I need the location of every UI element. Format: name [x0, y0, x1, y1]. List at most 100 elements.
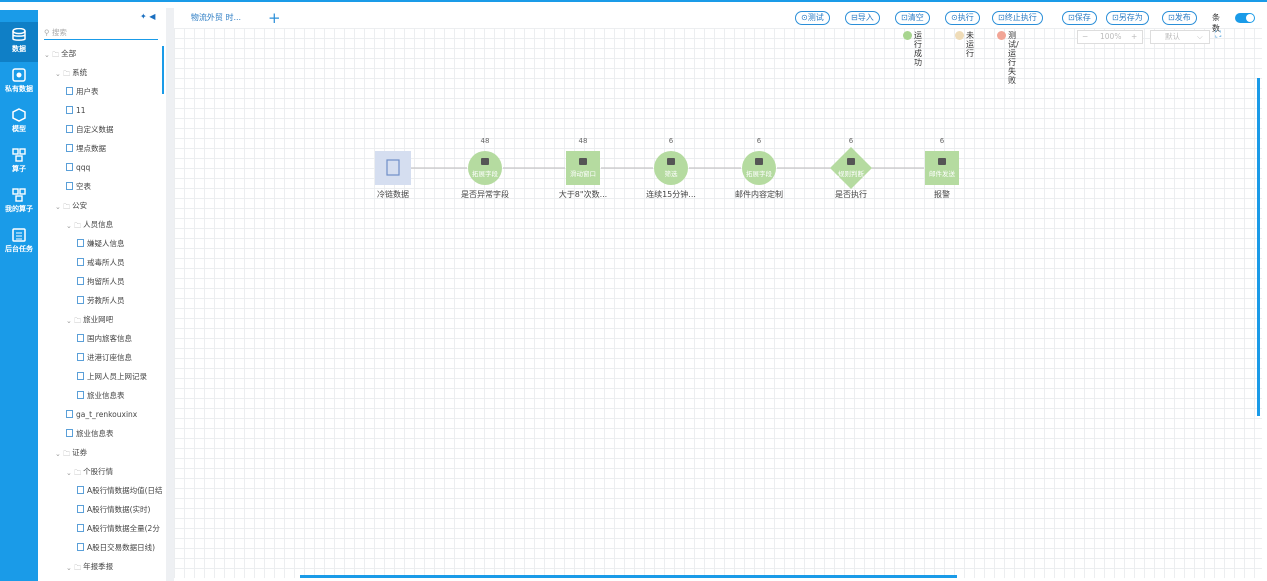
toolbar-button[interactable]: ⊙测试: [795, 11, 830, 25]
pin-icons[interactable]: ✦ ◀: [140, 12, 156, 21]
sidebar-item[interactable]: 算子: [0, 142, 38, 182]
file-icon: [66, 106, 73, 114]
node-label[interactable]: 是否执行: [835, 190, 867, 199]
file-icon: [77, 486, 84, 494]
zoom-in[interactable]: +: [1131, 32, 1138, 41]
legend-label: 未运行: [966, 31, 974, 58]
node-label[interactable]: 邮件内容定制: [735, 190, 783, 199]
tree-panel: ⚲ 搜索 ✦ ◀ ⌄ 🗀 全部 ⌄ 🗀 系统 用户表 11 自定义数据埋点数据 qqq 空表 ⌄ …: [40, 8, 164, 581]
tree-item[interactable]: 11: [66, 101, 86, 120]
v-scrollbar: [1257, 78, 1260, 416]
tree-item[interactable]: 国内旅客信息: [77, 329, 132, 348]
tree-item[interactable]: 进港订座信息: [77, 348, 132, 367]
tree-item[interactable]: 嫌疑人信息: [77, 234, 125, 253]
sidebar-item[interactable]: 私有数据: [0, 62, 38, 102]
legend-dot: [997, 31, 1006, 40]
tree-item[interactable]: ⌄ 🗀 系统: [55, 63, 87, 82]
tree-item[interactable]: 上网人员上网记录: [77, 367, 147, 386]
canvas: [174, 28, 1262, 578]
tree-item[interactable]: 用户表: [66, 82, 99, 101]
file-icon: [77, 353, 84, 361]
node-icon: [847, 158, 855, 165]
toolbar-button[interactable]: ⊡保存: [1062, 11, 1097, 25]
node-inner-label: 拓展字段: [746, 169, 773, 178]
tree-item[interactable]: ⌄ 🗀 人员信息: [66, 215, 113, 234]
tree-item[interactable]: ⌄ 🗀 证券: [55, 443, 87, 462]
tree-item[interactable]: A股行情数据(实时): [77, 500, 150, 519]
toolbar-button[interactable]: ⊙执行: [945, 11, 980, 25]
file-icon: [77, 391, 84, 399]
tree-item[interactable]: ⌄ 🗀 全部: [44, 44, 76, 63]
tree-item[interactable]: 劳教所人员: [77, 291, 125, 310]
tab[interactable]: 物流外贸 时...: [176, 8, 256, 28]
node-operator: [654, 151, 688, 185]
toggle[interactable]: [1235, 13, 1255, 23]
tree-label: 旅业信息表: [87, 391, 125, 400]
sidebar-icon: [12, 68, 26, 82]
top-bar: [0, 0, 1267, 2]
tree-label: 自定义数据: [76, 125, 114, 134]
node-label[interactable]: 冷链数据: [377, 190, 409, 199]
node-label[interactable]: 是否异常字段: [461, 190, 509, 199]
h-scrollbar: [300, 575, 957, 578]
sidebar: 数据 私有数据 模型 算子 我的算子后台任务: [0, 10, 38, 581]
toolbar-button[interactable]: ⊡发布: [1162, 11, 1197, 25]
sidebar-label: 后台任务: [5, 245, 33, 253]
file-icon: [77, 258, 84, 266]
tree-item[interactable]: 埋点数据: [66, 139, 106, 158]
legend-label: 运行成功: [914, 31, 922, 67]
layout-value: 默认: [1165, 32, 1180, 41]
tree-item[interactable]: A股行情数据均值(日结: [77, 481, 163, 500]
toolbar-button[interactable]: ⊡清空: [895, 11, 930, 25]
search-box[interactable]: ⚲ 搜索: [44, 26, 158, 40]
tree-item[interactable]: 拘留所人员: [77, 272, 125, 291]
tree-label: 上网人员上网记录: [87, 372, 147, 381]
tree-item[interactable]: qqq: [66, 158, 90, 177]
scrollbar: [162, 46, 164, 94]
node-label[interactable]: 报警: [934, 190, 950, 199]
sidebar-item[interactable]: 数据: [0, 22, 38, 62]
sidebar-item[interactable]: 模型: [0, 102, 38, 142]
node-label[interactable]: 大于8"次数...: [558, 190, 608, 199]
tree-item[interactable]: 空表: [66, 177, 91, 196]
tree-item[interactable]: ⌄ 🗀 旅业网吧: [66, 310, 113, 329]
legend-dot: [903, 31, 912, 40]
file-icon: [77, 524, 84, 532]
node-label[interactable]: 连续15分钟...: [646, 190, 696, 199]
fullscreen[interactable]: ⛶: [1215, 30, 1222, 40]
file-icon: [77, 239, 84, 247]
tree-label: 进港订座信息: [87, 353, 132, 362]
tree-label: 拘留所人员: [87, 277, 125, 286]
tree-item[interactable]: ⌄ 🗀 公安: [55, 196, 87, 215]
tree-item[interactable]: A股日交易数据日线): [77, 538, 155, 557]
add-tab[interactable]: +: [268, 9, 281, 27]
tree-label: 劳教所人员: [87, 296, 125, 305]
node-icon: [667, 158, 675, 165]
sidebar-item[interactable]: 后台任务: [0, 222, 38, 262]
tree-label: 系统: [72, 68, 88, 77]
node-inner-label: 规则判断: [838, 169, 865, 178]
node-operator: [468, 151, 502, 185]
tree-item[interactable]: ga_t_renkouxinx: [66, 405, 137, 424]
layout-select[interactable]: 默认 ⌵: [1150, 30, 1210, 44]
tree-item[interactable]: 旅业信息表: [66, 424, 114, 443]
file-icon: [77, 334, 84, 342]
tree-item[interactable]: 自定义数据: [66, 120, 114, 139]
file-icon: [77, 372, 84, 380]
tree-item[interactable]: ⌄ 🗀 个股行情: [66, 462, 113, 481]
toggle-knob: [1246, 14, 1254, 22]
divider: [166, 8, 174, 581]
tree-item[interactable]: 旅业信息表: [77, 386, 125, 405]
tree-item[interactable]: A股行情数据全量(2分: [77, 519, 160, 538]
tree-item[interactable]: 戒毒所人员: [77, 253, 125, 272]
sidebar-item[interactable]: 我的算子: [0, 182, 38, 222]
toolbar-button[interactable]: ⊡另存为: [1106, 11, 1149, 25]
tree-item[interactable]: ⌄ 🗀 年报季报: [66, 557, 113, 576]
toolbar-button[interactable]: ⊟导入: [845, 11, 880, 25]
node-count: 48: [480, 137, 490, 145]
tree-label: 11: [76, 106, 86, 115]
zoom-out[interactable]: −: [1082, 32, 1089, 41]
tree-label: 空表: [76, 182, 91, 191]
toolbar-button[interactable]: ⊡终止执行: [992, 11, 1043, 25]
